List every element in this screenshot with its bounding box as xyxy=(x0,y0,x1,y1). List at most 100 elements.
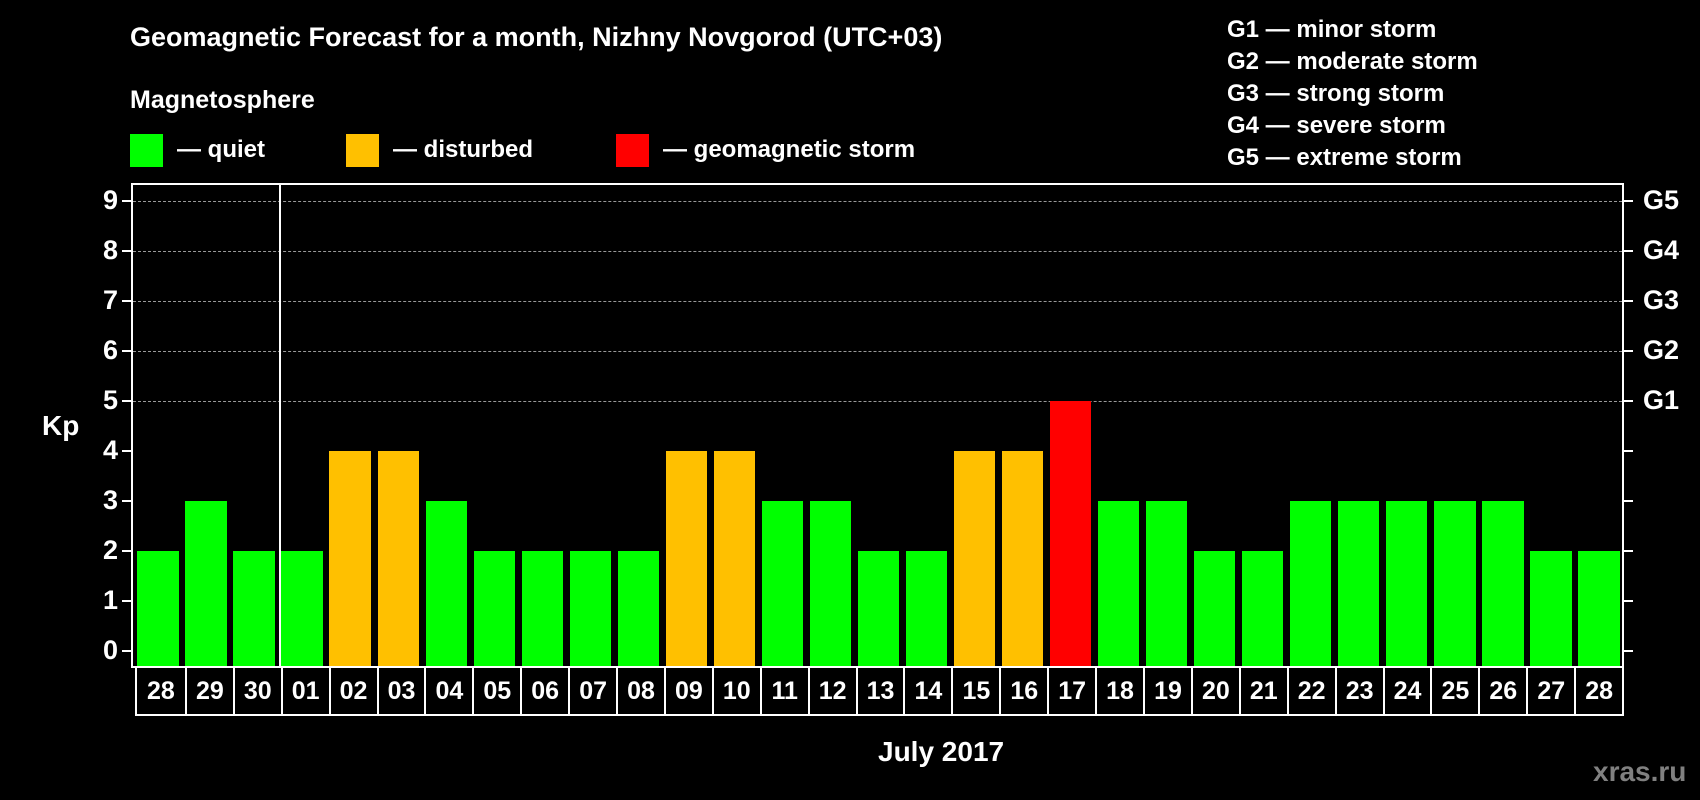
grid-line xyxy=(133,401,1622,402)
y-tick-label: 5 xyxy=(102,385,118,415)
y-tick-right xyxy=(1624,350,1633,352)
disturbed-swatch xyxy=(346,133,379,167)
date-cell: 12 xyxy=(807,668,856,714)
y-tick xyxy=(122,250,131,252)
y-tick-right xyxy=(1624,300,1633,302)
kp-bar xyxy=(185,501,227,666)
date-cell: 10 xyxy=(711,668,760,714)
kp-bar xyxy=(857,551,900,666)
y-tick-right xyxy=(1624,450,1633,452)
plot-area xyxy=(131,183,1624,668)
chart-title: Geomagnetic Forecast for a month, Nizhny… xyxy=(130,22,943,52)
kp-bar xyxy=(1578,551,1620,666)
kp-bar xyxy=(137,551,179,666)
date-cell: 04 xyxy=(424,668,472,714)
y-tick-label: 4 xyxy=(102,435,118,465)
y-tick-right xyxy=(1624,500,1633,502)
kp-bar xyxy=(713,451,756,666)
date-cell: 08 xyxy=(616,668,664,714)
date-cell: 24 xyxy=(1382,668,1431,714)
y-tick-right xyxy=(1624,250,1633,252)
kp-bar xyxy=(233,551,275,666)
watermark: xras.ru xyxy=(1593,756,1687,787)
y-tick-label: 3 xyxy=(102,485,118,515)
date-cell: 27 xyxy=(1526,668,1574,714)
date-cell: 16 xyxy=(999,668,1047,714)
y-tick-label: 0 xyxy=(102,635,118,665)
y-tick-right xyxy=(1624,200,1633,202)
legend-quiet-label: — quiet xyxy=(177,136,265,163)
kp-bar xyxy=(1290,501,1332,666)
kp-bar xyxy=(329,451,371,666)
kp-bar xyxy=(1001,451,1044,666)
date-cell: 23 xyxy=(1334,668,1383,714)
kp-bar xyxy=(1049,401,1092,666)
y-tick-right xyxy=(1624,550,1633,552)
kp-bar xyxy=(521,551,563,666)
y-tick xyxy=(122,450,131,452)
g-scale-label: G5 xyxy=(1643,185,1680,215)
date-cell: 18 xyxy=(1095,668,1143,714)
kp-bar xyxy=(1530,551,1572,666)
y-tick xyxy=(122,550,131,552)
y-tick xyxy=(122,600,131,602)
x-axis-label: July 2017 xyxy=(878,736,1005,767)
kp-bar xyxy=(425,501,467,666)
date-row: 28 29 30 01 02 03 04 05 06 07 08 09 10 11 12 13 14 15 16 17… xyxy=(135,668,1624,716)
g3-desc: G3 — strong storm xyxy=(1227,80,1445,107)
kp-bar xyxy=(281,551,323,666)
kp-bar xyxy=(1242,551,1284,666)
kp-bar xyxy=(905,551,948,666)
grid-line xyxy=(133,201,1622,202)
kp-bar xyxy=(953,451,996,666)
legend-storm: — geomagnetic storm xyxy=(616,133,915,167)
legend-disturbed-label: — disturbed xyxy=(393,136,534,163)
magnetosphere-heading: Magnetosphere xyxy=(130,86,315,114)
y-tick-label: 9 xyxy=(102,185,118,215)
kp-bar xyxy=(1386,501,1428,666)
grid-line xyxy=(133,251,1622,252)
date-cell: 20 xyxy=(1190,668,1239,714)
kp-bar xyxy=(761,501,804,666)
kp-bar xyxy=(1194,551,1236,666)
y-tick xyxy=(122,350,131,352)
date-cell: 13 xyxy=(855,668,904,714)
date-cell: 05 xyxy=(472,668,520,714)
date-cell: 25 xyxy=(1430,668,1478,714)
date-cell: 11 xyxy=(759,668,808,714)
date-cell: 17 xyxy=(1047,668,1095,714)
y-tick xyxy=(122,650,131,652)
date-cell: 07 xyxy=(568,668,616,714)
kp-bar xyxy=(1338,501,1380,666)
date-cell: 15 xyxy=(951,668,999,714)
month-separator xyxy=(279,183,281,668)
date-cell: 03 xyxy=(376,668,425,714)
kp-bar xyxy=(809,501,852,666)
y-axis-label: Kp xyxy=(42,410,80,441)
legend-storm-label: — geomagnetic storm xyxy=(663,136,916,163)
storm-swatch xyxy=(616,133,649,167)
kp-bar xyxy=(569,551,611,666)
date-cell: 30 xyxy=(232,668,281,714)
kp-bar xyxy=(617,551,659,666)
date-cell: 29 xyxy=(184,668,233,714)
legend-quiet: — quiet xyxy=(130,133,265,167)
y-tick-label: 2 xyxy=(102,535,118,565)
date-cell: 19 xyxy=(1143,668,1191,714)
y-tick-label: 8 xyxy=(102,235,118,265)
g-scale-label: G4 xyxy=(1643,235,1680,265)
y-tick xyxy=(122,300,131,302)
y-tick-label: 7 xyxy=(102,285,118,315)
kp-bar xyxy=(665,451,707,666)
y-tick xyxy=(122,400,131,402)
kp-bar xyxy=(1146,501,1188,666)
storm-scale-legend: G1 — minor storm G2 — moderate storm G3 … xyxy=(1227,14,1478,174)
legend-disturbed: — disturbed xyxy=(346,133,533,167)
g5-desc: G5 — extreme storm xyxy=(1227,144,1462,171)
kp-bar xyxy=(377,451,419,666)
y-tick xyxy=(122,500,131,502)
date-cell: 28 xyxy=(147,676,175,705)
date-cell: 02 xyxy=(328,668,377,714)
date-cell: 22 xyxy=(1286,668,1335,714)
kp-bar xyxy=(1482,501,1524,666)
